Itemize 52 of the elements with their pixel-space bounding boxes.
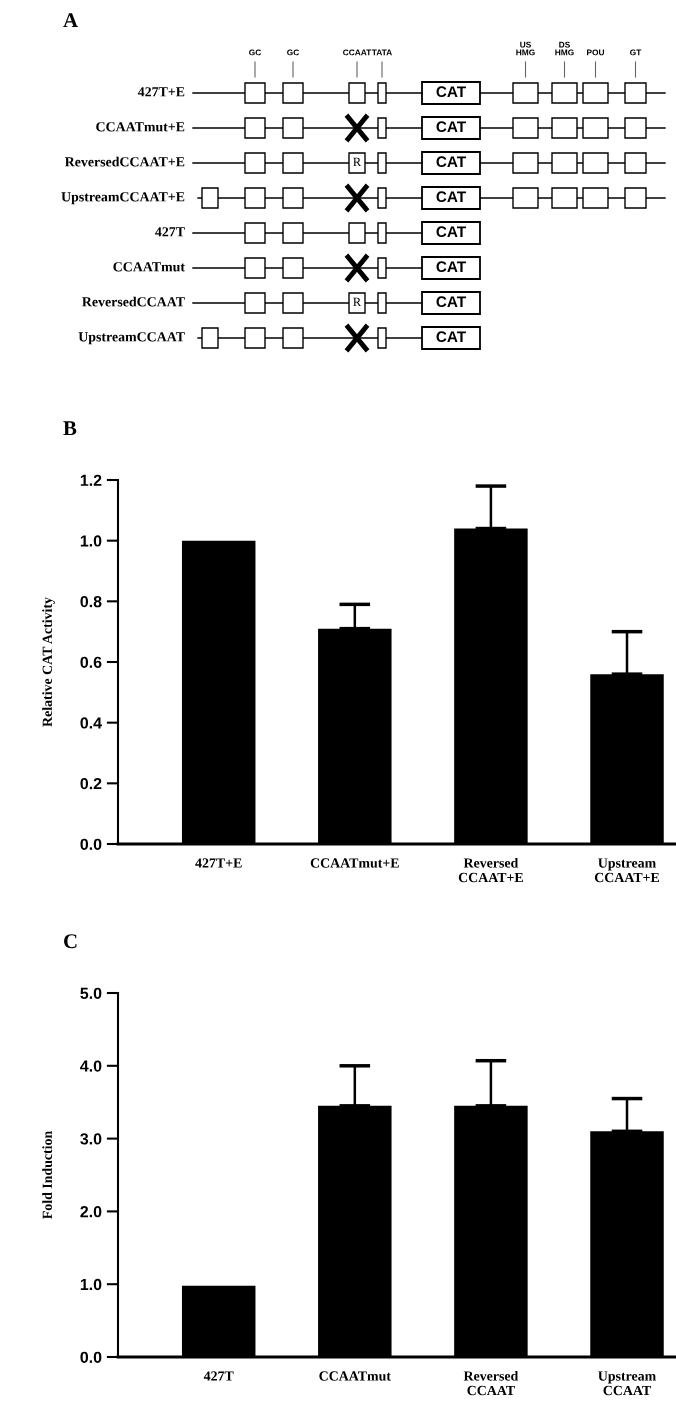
text: CAT bbox=[436, 261, 466, 273]
text: R bbox=[353, 157, 362, 167]
text: DS HMG bbox=[555, 41, 574, 56]
category-label: ReversedCCAAT+E bbox=[64, 156, 185, 167]
x-tick-label: CCAATmut bbox=[319, 1371, 391, 1381]
text: CAT bbox=[436, 331, 466, 343]
category-label: CCAATmut bbox=[113, 262, 185, 272]
y-axis-title: Fold Induction bbox=[42, 1131, 53, 1219]
category-label: UpstreamCCAAT bbox=[78, 332, 185, 345]
y-tick-label: 5.0 bbox=[80, 987, 102, 999]
y-tick-label: 0.0 bbox=[80, 1351, 102, 1363]
x-tick-label: 427T+E bbox=[195, 858, 242, 868]
y-tick-label: 0.0 bbox=[80, 838, 102, 850]
y-tick-label: 3.0 bbox=[80, 1133, 102, 1145]
y-tick-label: 1.0 bbox=[80, 535, 102, 547]
text: CAT bbox=[436, 191, 466, 203]
x-tick-label: CCAATmut+E bbox=[310, 858, 399, 868]
text: A bbox=[63, 13, 78, 28]
y-tick-label: 2.0 bbox=[80, 1206, 102, 1218]
y-tick-label: 4.0 bbox=[80, 1060, 102, 1072]
text: CAT bbox=[436, 121, 466, 133]
text: US HMG bbox=[516, 41, 535, 56]
y-axis-title: Relative CAT Activity bbox=[42, 597, 55, 727]
y-tick-label: 1.2 bbox=[80, 474, 102, 486]
text: GC bbox=[287, 49, 300, 56]
category-label: ReversedCCAAT bbox=[82, 296, 185, 307]
chart-title: C bbox=[64, 934, 77, 949]
text: R bbox=[353, 297, 362, 307]
text: POU bbox=[587, 49, 605, 56]
x-tick-label: Reversed CCAAT+E bbox=[458, 857, 523, 883]
y-tick-label: 0.6 bbox=[80, 656, 102, 668]
y-tick-label: 0.4 bbox=[80, 717, 102, 729]
chart-title: B bbox=[63, 421, 77, 436]
category-label: CCAATmut+E bbox=[96, 122, 185, 132]
text: GT bbox=[630, 49, 642, 56]
text: CAT bbox=[436, 156, 466, 168]
category-label: UpstreamCCAAT+E bbox=[61, 192, 185, 205]
category-label: 427T+E bbox=[137, 87, 185, 97]
text: CAT bbox=[436, 296, 466, 308]
y-tick-label: 0.8 bbox=[80, 595, 102, 608]
text: GC bbox=[249, 49, 262, 56]
y-tick-label: 1.0 bbox=[80, 1278, 102, 1291]
text: TATA bbox=[371, 49, 392, 56]
text: CCAAT bbox=[343, 49, 372, 56]
x-tick-label: Reversed CCAAT bbox=[463, 1370, 519, 1396]
x-tick-label: 427T bbox=[203, 1371, 234, 1381]
x-tick-label: Upstream CCAAT+E bbox=[594, 858, 660, 883]
x-tick-label: Upstream CCAAT bbox=[598, 1371, 656, 1396]
y-tick-label: 0.2 bbox=[80, 777, 102, 790]
text: CAT bbox=[436, 86, 466, 98]
text: CAT bbox=[436, 226, 466, 238]
category-label: 427T bbox=[155, 227, 185, 237]
